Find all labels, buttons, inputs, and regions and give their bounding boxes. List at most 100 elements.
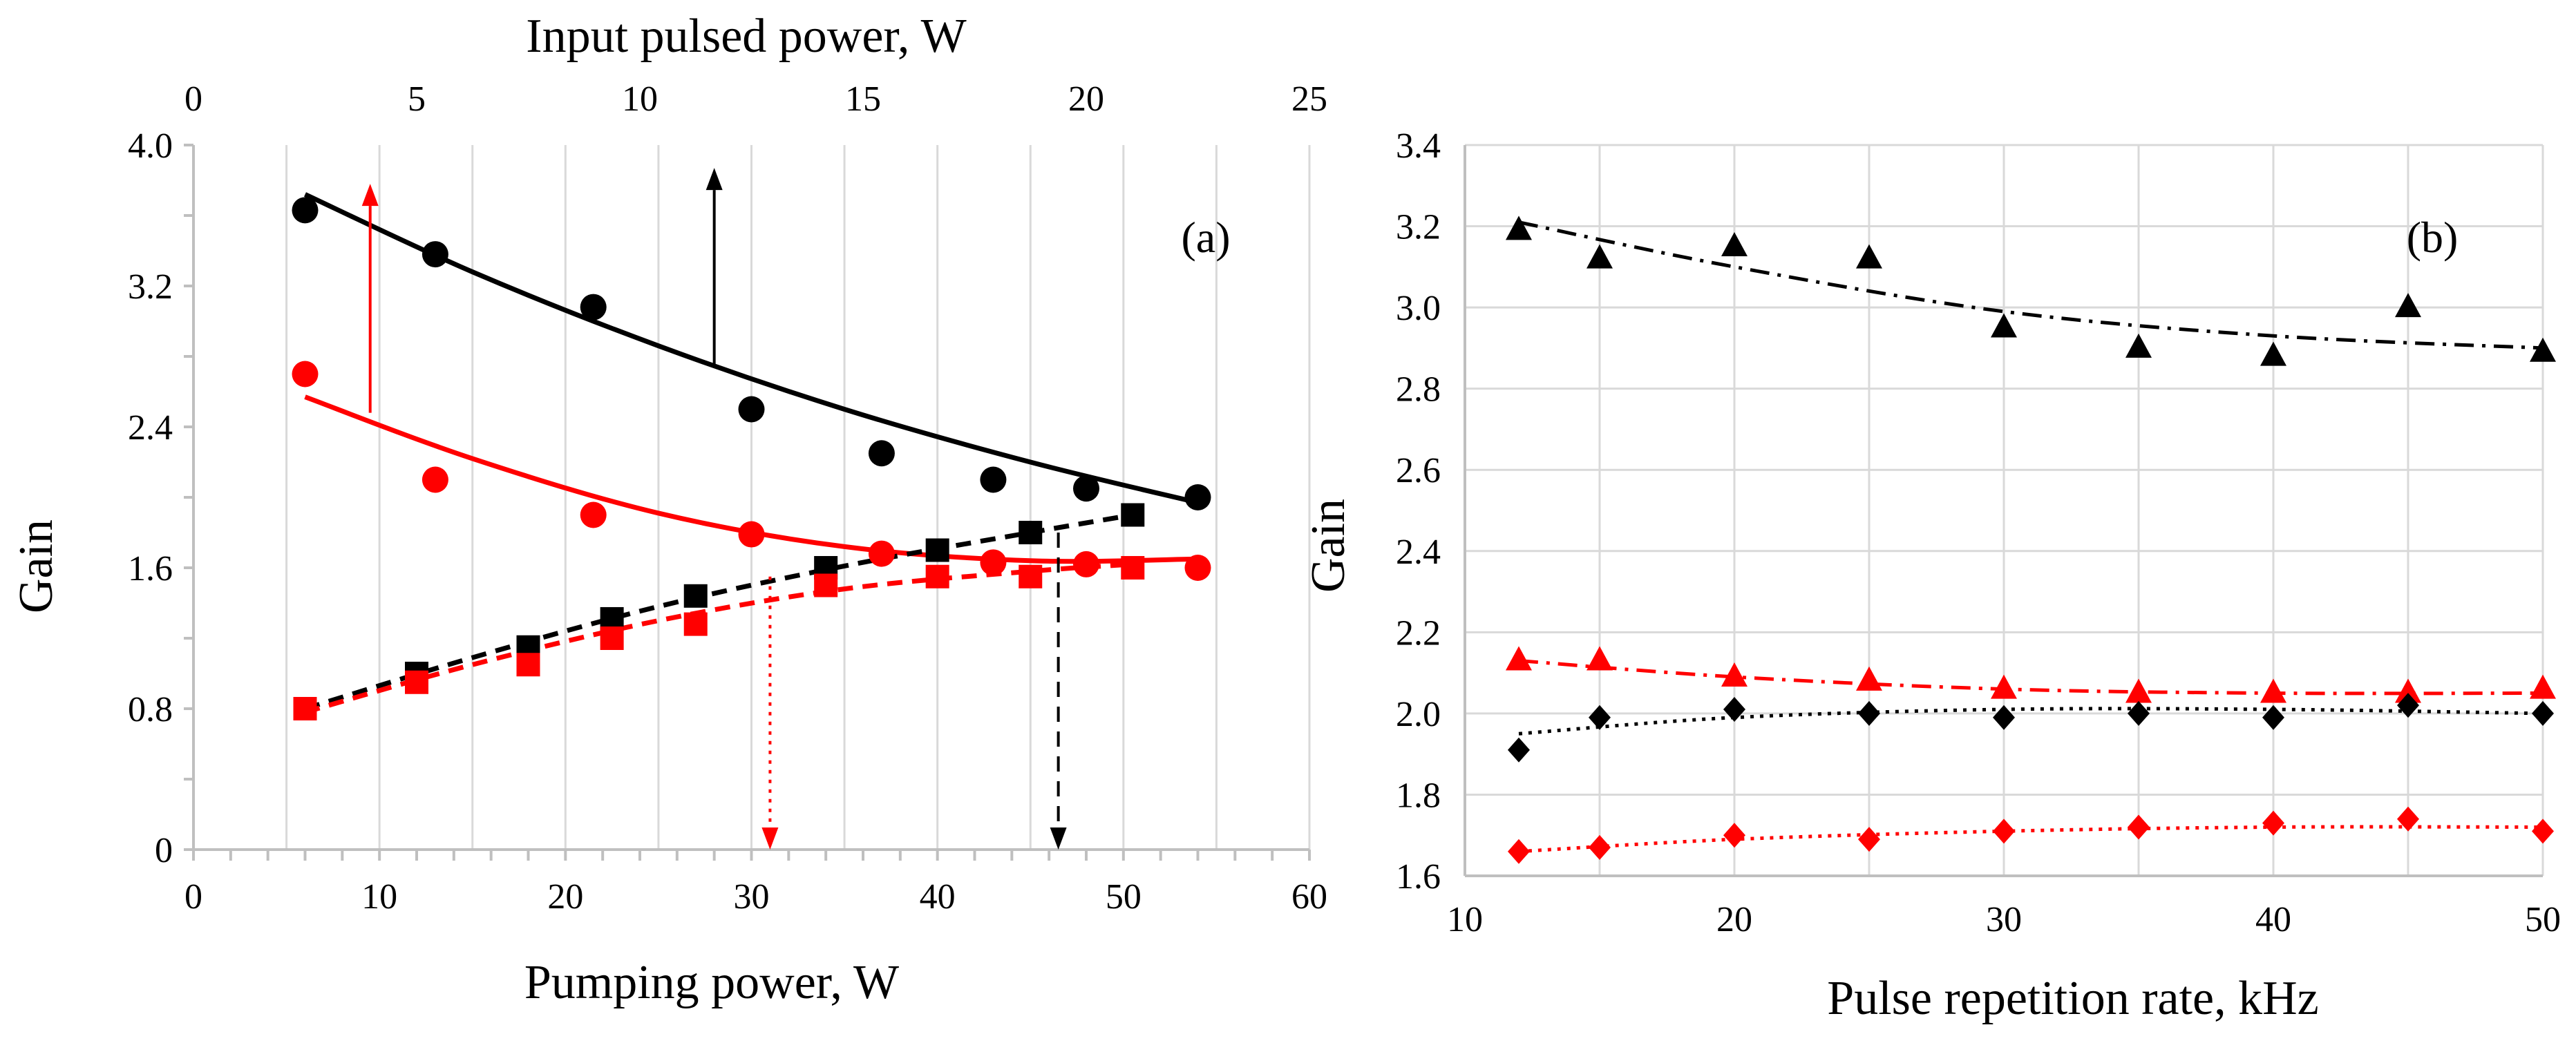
- y-tick-label: 0: [155, 831, 173, 870]
- x-tick-label: 10: [1447, 900, 1483, 939]
- data-point-diamond: [2532, 700, 2554, 726]
- data-point-diamond: [1993, 819, 2015, 844]
- data-point-circle: [422, 466, 448, 493]
- panel-a-label: (a): [1181, 213, 1230, 262]
- x-top-tick-label: 20: [1068, 79, 1104, 119]
- fit-line: [1518, 658, 2544, 696]
- data-point-square: [1121, 556, 1145, 580]
- data-point-circle: [738, 521, 765, 548]
- data-point-triangle: [2530, 674, 2556, 699]
- data-point-circle: [868, 440, 895, 467]
- data-point-triangle: [2530, 337, 2556, 362]
- panel-b-data-points: [1506, 216, 2556, 864]
- data-point-diamond: [1723, 823, 1745, 848]
- data-point-square: [405, 670, 428, 694]
- fit-line: [304, 562, 1133, 715]
- y-tick-label: 1.6: [1396, 857, 1441, 897]
- data-point-circle: [980, 549, 1007, 576]
- data-point-diamond: [1508, 839, 1530, 864]
- fit-line: [1518, 825, 2544, 854]
- y-tick-label: 2.4: [1396, 533, 1441, 572]
- data-point-triangle: [2260, 678, 2286, 703]
- data-point-circle: [1184, 555, 1211, 581]
- y-tick-label: 3.2: [1396, 208, 1441, 247]
- x-tick-label: 30: [1986, 900, 2022, 939]
- data-point-triangle: [2395, 293, 2421, 318]
- y-tick-label: 2.2: [1396, 613, 1441, 653]
- y-tick-label: 2.0: [1396, 695, 1441, 734]
- y-tick-label: 2.6: [1396, 451, 1441, 490]
- x-tick-label: 20: [1716, 900, 1752, 939]
- panel-a-bottom-axis-title: Pumping power, W: [524, 956, 899, 1009]
- data-point-square: [1019, 564, 1043, 589]
- data-point-triangle: [1506, 646, 1532, 671]
- y-tick-label: 3.4: [1396, 126, 1441, 166]
- data-point-square: [814, 573, 838, 597]
- panel-b-tick-labels: 1.6 1.8 2.0 2.2 2.4 2.6 2.8 3.0 3.2 3.4 10 20 30 40 50: [1396, 126, 2561, 939]
- arrow-head: [705, 168, 723, 191]
- data-point-diamond: [2397, 693, 2419, 718]
- data-point-circle: [292, 197, 319, 224]
- data-point-square: [925, 564, 949, 589]
- data-point-circle: [422, 241, 448, 268]
- data-point-triangle: [1721, 231, 1748, 256]
- panel-b-x-axis-title: Pulse repetition rate, kHz: [1827, 972, 2318, 1025]
- y-tick-label: 1.6: [128, 549, 173, 589]
- x-tick-label: 40: [2255, 900, 2291, 939]
- data-point-triangle: [1587, 244, 1613, 269]
- data-point-square: [683, 584, 708, 608]
- data-point-triangle: [2395, 678, 2421, 703]
- data-point-triangle: [1991, 313, 2017, 338]
- arrow-head: [361, 184, 379, 207]
- data-point-diamond: [2532, 819, 2554, 844]
- data-point-diamond: [1508, 737, 1530, 763]
- data-point-diamond: [1723, 697, 1745, 723]
- x-bottom-tick-label: 40: [920, 877, 956, 917]
- data-point-square: [925, 538, 949, 562]
- x-top-tick-label: 25: [1291, 79, 1327, 119]
- x-bottom-tick-label: 60: [1291, 877, 1327, 917]
- y-tick-label: 4.0: [128, 126, 173, 166]
- data-point-square: [600, 626, 624, 650]
- data-point-square: [1019, 521, 1043, 544]
- data-point-diamond: [2128, 700, 2150, 726]
- data-point-diamond: [1589, 834, 1611, 860]
- data-point-triangle: [1587, 646, 1613, 671]
- y-tick-label: 3.2: [128, 267, 173, 307]
- arrow-head: [1050, 827, 1067, 850]
- data-point-square: [683, 612, 708, 636]
- data-point-triangle: [1506, 216, 1532, 240]
- x-bottom-tick-label: 50: [1106, 877, 1142, 917]
- arrow-head: [761, 827, 779, 850]
- fit-line: [1518, 707, 2544, 736]
- data-point-diamond: [2262, 705, 2284, 730]
- data-point-triangle: [2125, 678, 2152, 703]
- x-tick-label: 50: [2525, 900, 2561, 939]
- y-tick-label: 2.4: [128, 408, 173, 448]
- data-point-circle: [738, 396, 765, 423]
- data-point-triangle: [2125, 333, 2152, 358]
- data-point-circle: [980, 466, 1007, 493]
- fit-line: [304, 513, 1133, 711]
- y-tick-label: 2.8: [1396, 370, 1441, 410]
- panel-b-fit-lines: [1518, 220, 2544, 854]
- chart-panel-b: 1.6 1.8 2.0 2.2 2.4 2.6 2.8 3.0 3.2 3.4 10 20 30 40 50…: [1302, 126, 2561, 1025]
- x-top-tick-label: 15: [845, 79, 881, 119]
- x-top-tick-label: 5: [408, 79, 426, 119]
- panel-b-axes: [1464, 145, 2543, 877]
- panel-a-axes: [184, 144, 1311, 861]
- data-point-triangle: [1991, 674, 2017, 699]
- data-point-circle: [580, 501, 607, 528]
- data-point-circle: [868, 540, 895, 567]
- data-point-diamond: [1858, 827, 1880, 852]
- data-point-triangle: [1856, 666, 1882, 691]
- panel-a-top-axis-title: Input pulsed power, W: [526, 10, 966, 63]
- x-bottom-tick-label: 30: [734, 877, 770, 917]
- x-bottom-tick-label: 10: [361, 877, 397, 917]
- x-bottom-tick-label: 0: [184, 877, 202, 917]
- panel-a-data-points: [292, 197, 1211, 720]
- data-point-diamond: [2128, 814, 2150, 840]
- x-top-tick-label: 10: [622, 79, 658, 119]
- data-point-triangle: [2260, 341, 2286, 366]
